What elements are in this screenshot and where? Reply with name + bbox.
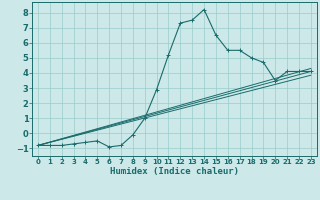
X-axis label: Humidex (Indice chaleur): Humidex (Indice chaleur) [110, 167, 239, 176]
